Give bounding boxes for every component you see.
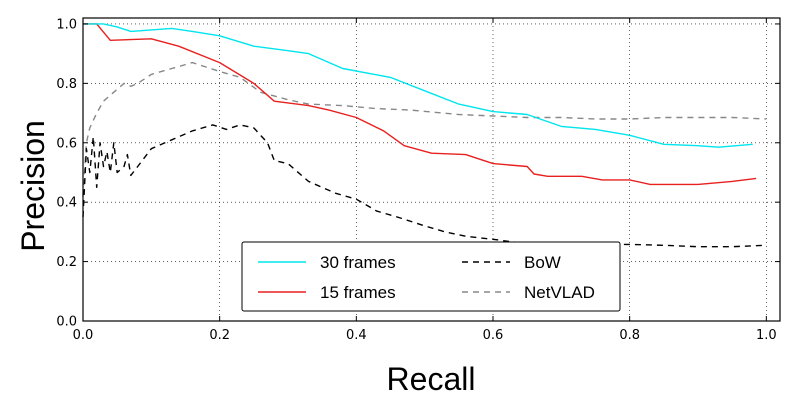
y-tick-label: 0.4 (56, 196, 77, 211)
series-layer (82, 23, 767, 248)
series-line-bow (82, 124, 767, 248)
legend-label-30-frames: 30 frames (320, 253, 396, 272)
x-tick-label: 0.6 (483, 328, 504, 343)
x-tick-label: 0.8 (619, 328, 640, 343)
legend: 30 frames 15 frames BoW NetVLAD (241, 241, 621, 312)
axis-ticks: 0.0 0.2 0.4 0.6 0.8 1.0 0.0 0.2 0.4 0.6 0.8 1.0 (56, 17, 780, 343)
x-tick-label: 0.2 (209, 328, 230, 343)
legend-label-netvlad: NetVLAD (524, 283, 595, 302)
plot-frame (82, 17, 781, 322)
y-tick-label: 0.8 (56, 77, 77, 92)
legend-label-bow: BoW (524, 253, 561, 272)
series-line-30-frames (83, 23, 753, 148)
y-axis-label: Precision (15, 120, 51, 252)
y-tick-label: 0.6 (56, 136, 77, 151)
x-axis-label: Recall (387, 361, 476, 397)
x-tick-label: 1.0 (756, 328, 777, 343)
series-line-15-frames (83, 23, 757, 186)
legend-box (241, 241, 621, 312)
legend-label-15-frames: 15 frames (320, 283, 396, 302)
series-line-netvlad (82, 61, 767, 197)
y-tick-label: 1.0 (56, 17, 77, 32)
y-tick-label: 0.2 (56, 255, 77, 270)
y-tick-label: 0.0 (56, 315, 77, 330)
x-tick-label: 0.4 (346, 328, 367, 343)
x-tick-label: 0.0 (73, 328, 94, 343)
